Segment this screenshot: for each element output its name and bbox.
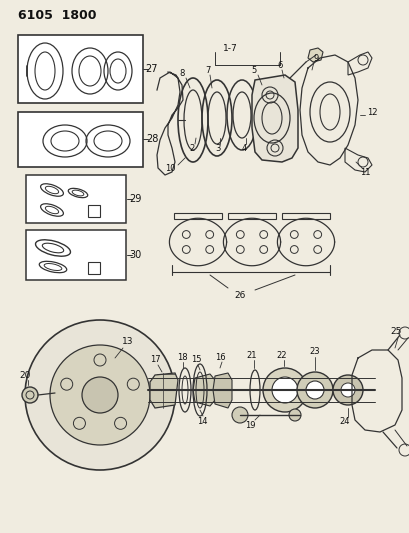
Text: 29: 29 <box>128 194 141 204</box>
Bar <box>18 35 143 103</box>
Circle shape <box>340 383 354 397</box>
Circle shape <box>22 387 38 403</box>
Polygon shape <box>150 373 178 408</box>
Bar <box>227 213 275 219</box>
Text: 20: 20 <box>19 370 31 379</box>
Polygon shape <box>213 373 231 408</box>
Circle shape <box>25 320 175 470</box>
Circle shape <box>296 372 332 408</box>
Bar <box>26 175 126 223</box>
Text: 2: 2 <box>189 143 194 152</box>
Text: 23: 23 <box>309 348 319 357</box>
Text: 15: 15 <box>190 356 201 365</box>
Text: 5: 5 <box>251 66 256 75</box>
Circle shape <box>262 368 306 412</box>
Circle shape <box>332 375 362 405</box>
Text: 18: 18 <box>176 352 187 361</box>
Text: 7: 7 <box>205 66 210 75</box>
Text: 6105  1800: 6105 1800 <box>18 9 96 21</box>
Text: 1-7: 1-7 <box>222 44 237 52</box>
Bar <box>281 213 329 219</box>
Text: 4: 4 <box>241 143 246 152</box>
Text: 6: 6 <box>276 61 282 69</box>
Text: 13: 13 <box>122 337 133 346</box>
Text: 28: 28 <box>146 134 158 144</box>
Text: 14: 14 <box>196 417 207 426</box>
Text: 24: 24 <box>339 417 349 426</box>
Text: 9: 9 <box>312 53 318 62</box>
Text: 3: 3 <box>215 143 220 152</box>
Circle shape <box>231 407 247 423</box>
Bar <box>173 213 221 219</box>
Circle shape <box>50 345 150 445</box>
Text: 25: 25 <box>389 327 401 336</box>
Bar <box>18 112 143 167</box>
Circle shape <box>288 409 300 421</box>
Text: 19: 19 <box>244 421 255 430</box>
Text: 10: 10 <box>164 164 175 173</box>
Text: 22: 22 <box>276 351 287 359</box>
Polygon shape <box>307 48 322 62</box>
Text: 21: 21 <box>246 351 256 359</box>
Polygon shape <box>252 75 297 162</box>
Text: 30: 30 <box>128 250 141 260</box>
Text: 26: 26 <box>234 290 245 300</box>
Text: 11: 11 <box>359 167 369 176</box>
Circle shape <box>305 381 323 399</box>
Text: 8: 8 <box>179 69 184 77</box>
Polygon shape <box>193 374 214 406</box>
Bar <box>26 230 126 280</box>
Bar <box>88 205 100 217</box>
Text: 16: 16 <box>214 353 225 362</box>
Bar <box>88 262 100 274</box>
Circle shape <box>271 377 297 403</box>
Text: 27: 27 <box>145 64 158 74</box>
Text: 17: 17 <box>149 356 160 365</box>
Text: 12: 12 <box>366 108 376 117</box>
Circle shape <box>82 377 118 413</box>
